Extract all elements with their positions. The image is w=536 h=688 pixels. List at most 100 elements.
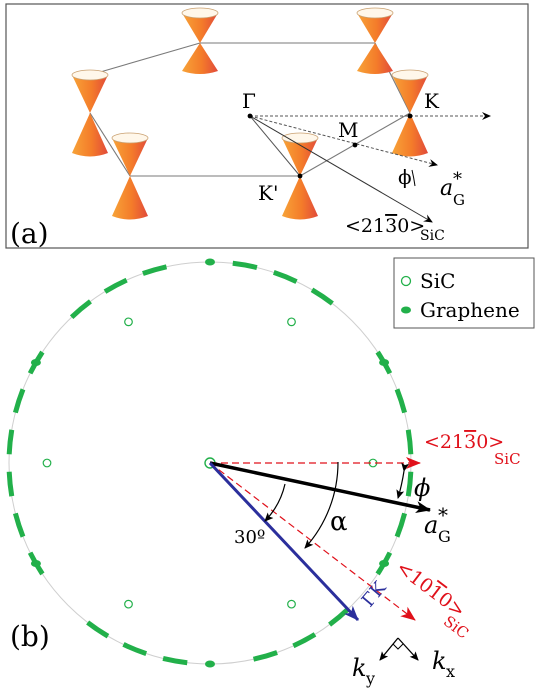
- graphene-arc-segment: [142, 264, 168, 276]
- graphene-arc-segment: [405, 429, 414, 455]
- graphene-spot: [30, 359, 41, 366]
- kx-sub: x: [446, 662, 455, 681]
- graphene-arc-segment: [86, 620, 110, 639]
- kx-label: k: [432, 647, 447, 675]
- gk-label-group: ΓK: [358, 577, 391, 611]
- graphene-arc-segment: [103, 277, 128, 294]
- a-g-sup-b: *: [438, 503, 448, 527]
- graphene-arc-segment: [292, 632, 317, 649]
- m-label: M: [338, 118, 358, 142]
- graphene-spot: [205, 258, 215, 266]
- phi-arc-a: [411, 169, 416, 187]
- sic-1010-label: <1010>: [392, 556, 469, 622]
- kprime-point: [297, 173, 303, 179]
- kprime-label: K': [258, 181, 278, 205]
- a-g-sup-a: *: [453, 169, 462, 190]
- legend-sic-label: SiC: [420, 269, 455, 293]
- sic-spot: [287, 599, 296, 609]
- ky-sub: y: [365, 669, 375, 688]
- sic-1010-arrow: [209, 462, 416, 621]
- graphene-arc-segment: [122, 642, 148, 656]
- dirac-cone: [356, 7, 394, 74]
- a-g-arrow-a: [249, 115, 438, 167]
- ky-label: k: [352, 654, 367, 682]
- dirac-cone: [281, 132, 319, 220]
- edge-1: [89, 42, 201, 76]
- sic-1010-sub: SiC: [440, 612, 472, 642]
- graphene-arc-segment: [162, 656, 188, 666]
- k-axes: [379, 637, 419, 661]
- right-angle-mark: [392, 643, 404, 650]
- gamma-point: [247, 113, 253, 119]
- sic-dir-sub-a: SiC: [420, 228, 445, 244]
- sic-arrow-a: [249, 115, 433, 223]
- legend: SiC Graphene: [393, 257, 535, 329]
- angle30-arc: [264, 483, 286, 522]
- graphene-spot: [205, 660, 215, 668]
- panel-b-label: (b): [10, 620, 50, 653]
- legend-graphene-label: Graphene: [420, 298, 520, 322]
- edge-6: [89, 112, 131, 177]
- dirac-cones: [71, 7, 429, 220]
- a-g-sub-a: G: [453, 191, 465, 209]
- graphene-arc-segment: [12, 388, 26, 414]
- kx-axis: [397, 637, 419, 661]
- sic-2130-label: <2130>: [424, 431, 504, 453]
- sic-spot: [124, 599, 133, 609]
- dirac-cone: [181, 7, 219, 74]
- panel-a-label: (a): [10, 217, 49, 250]
- graphene-arc-segment: [394, 512, 408, 538]
- a-g-label-a: a: [440, 176, 453, 201]
- graphene-spot: [30, 560, 41, 567]
- graphene-arc-segment: [405, 471, 414, 497]
- sic-spot: [287, 317, 296, 327]
- a-g-arrow-b: [209, 461, 431, 513]
- graphene-arc-segment: [6, 429, 15, 455]
- panel-b-vectors: [208, 457, 431, 622]
- hexagon-edges: [89, 42, 411, 177]
- gamma-label: Γ: [242, 89, 256, 113]
- legend-graphene-marker: [401, 306, 411, 314]
- k-point: [407, 113, 413, 119]
- graphene-arc-segment: [252, 650, 278, 662]
- graphene-arc-segment: [232, 260, 258, 270]
- ky-axis: [379, 637, 399, 661]
- dirac-cone: [391, 69, 429, 157]
- diffraction-spots: [30, 258, 390, 668]
- sic-dir-label-a: <2130>: [345, 215, 425, 237]
- gamma-kprime-line: [249, 115, 301, 177]
- graphene-spot: [379, 359, 390, 366]
- k-label: K: [424, 89, 440, 113]
- phi-label-b: ϕ: [414, 474, 430, 502]
- graphene-arc-segment: [394, 388, 408, 414]
- graphene-arc-segment: [6, 471, 15, 497]
- panel-a: Γ K M K' ϕ a * G <2130> SiC (a): [5, 3, 529, 250]
- graphene-arc-segment: [310, 287, 334, 306]
- sic-1010-label-group: <1010> SiC: [392, 556, 472, 642]
- angle30-label: 30º: [234, 527, 265, 548]
- legend-sic-marker: [400, 275, 412, 287]
- panel-b-labels: <2130> SiC <1010> SiC ϕ α 30º a * G ΓK k…: [10, 431, 521, 688]
- graphene-arc-segment: [12, 512, 26, 538]
- phi-label-a: ϕ: [398, 165, 412, 189]
- graphene-spot: [379, 560, 390, 567]
- sic-spot: [42, 458, 52, 468]
- m-point: [352, 142, 358, 148]
- gamma-k-arrow-b: [208, 461, 360, 622]
- panel-b: SiC Graphene <2130> SiC <1010> SiC: [6, 257, 535, 688]
- panel-a-vectors: [247, 112, 491, 223]
- graphene-arc-segment: [69, 299, 92, 320]
- graphene-arc-segment: [328, 606, 351, 627]
- legend-box: [393, 257, 535, 329]
- alpha-label: α: [330, 507, 348, 537]
- sic-spot: [124, 317, 133, 327]
- a-g-sub-b: G: [438, 527, 451, 546]
- alpha-arc: [304, 461, 339, 549]
- a-g-label-b: a: [424, 511, 438, 539]
- gk-label: ΓK: [358, 577, 391, 611]
- panel-a-labels: Γ K M K' ϕ a * G <2130> SiC (a): [10, 89, 465, 250]
- graphene-arc-segment: [272, 270, 298, 284]
- dirac-cone: [111, 132, 149, 220]
- sic-2130-sub: SiC: [494, 450, 521, 468]
